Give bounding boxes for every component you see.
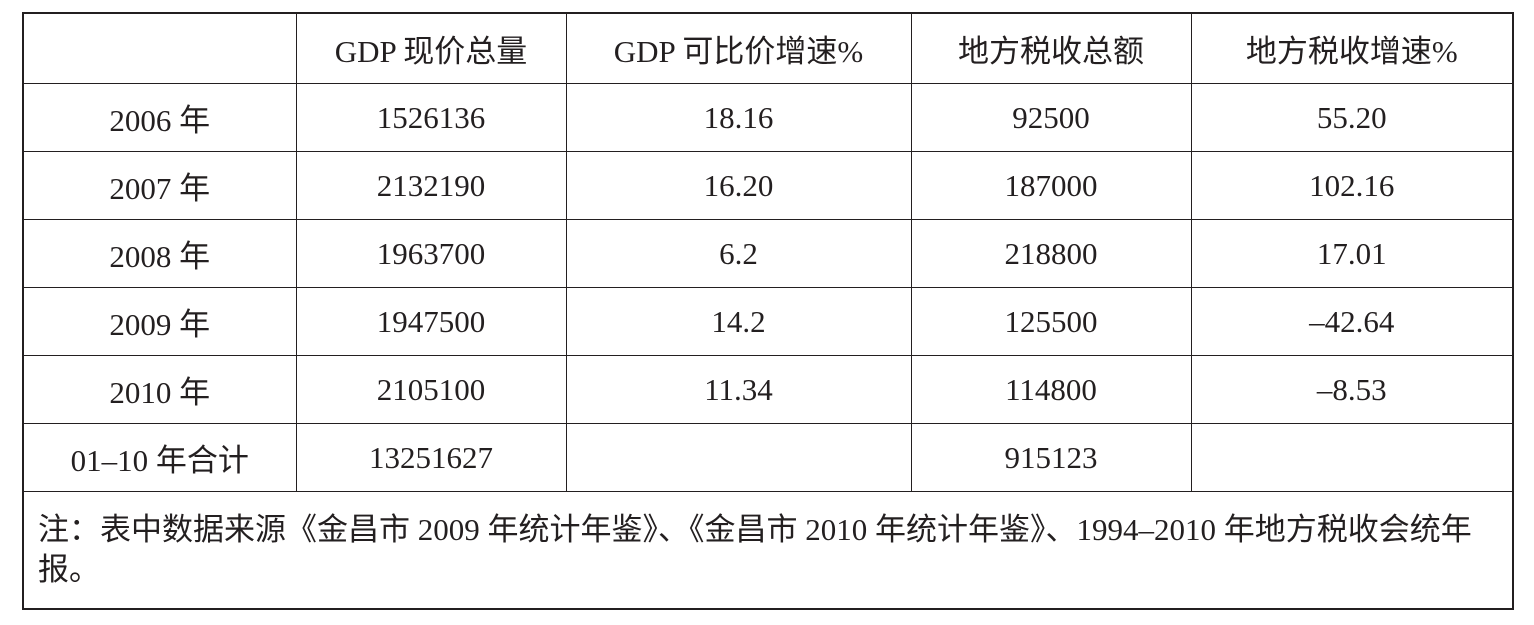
row-label: 2008 年	[22, 219, 297, 288]
data-cell	[1190, 423, 1514, 492]
data-row: 2010 年 2105100 11.34 114800 –8.53	[22, 355, 1514, 424]
data-row: 2009 年 1947500 14.2 125500 –42.64	[22, 287, 1514, 356]
data-cell: 1947500	[295, 287, 567, 356]
data-row: 2007 年 2132190 16.20 187000 102.16	[22, 151, 1514, 220]
data-cell: 13251627	[295, 423, 567, 492]
data-cell: 1526136	[295, 83, 567, 152]
data-cell: 17.01	[1190, 219, 1514, 288]
data-row: 01–10 年合计 13251627 915123	[22, 423, 1514, 492]
note-row: 注：表中数据来源《金昌市 2009 年统计年鉴》、《金昌市 2010 年统计年鉴…	[22, 491, 1514, 610]
data-table: GDP 现价总量 GDP 可比价增速% 地方税收总额 地方税收增速% 2006 年 152…	[22, 12, 1514, 610]
row-label: 01–10 年合计	[22, 423, 297, 492]
row-label: 2006 年	[22, 83, 297, 152]
data-cell: 2132190	[295, 151, 567, 220]
header-cell: 地方税收增速%	[1190, 12, 1514, 84]
data-cell	[565, 423, 912, 492]
row-label: 2009 年	[22, 287, 297, 356]
data-cell: 11.34	[565, 355, 912, 424]
header-cell: 地方税收总额	[910, 12, 1192, 84]
data-cell: 2105100	[295, 355, 567, 424]
data-cell: 16.20	[565, 151, 912, 220]
header-row: GDP 现价总量 GDP 可比价增速% 地方税收总额 地方税收增速%	[22, 12, 1514, 84]
header-cell	[22, 12, 297, 84]
data-cell: 102.16	[1190, 151, 1514, 220]
note: 注：表中数据来源《金昌市 2009 年统计年鉴》、《金昌市 2010 年统计年鉴…	[22, 491, 1514, 610]
data-cell: –42.64	[1190, 287, 1514, 356]
data-row: 2006 年 1526136 18.16 92500 55.20	[22, 83, 1514, 152]
row-label: 2010 年	[22, 355, 297, 424]
row-label: 2007 年	[22, 151, 297, 220]
data-cell: 1963700	[295, 219, 567, 288]
data-cell: 6.2	[565, 219, 912, 288]
data-cell: 55.20	[1190, 83, 1514, 152]
data-row: 2008 年 1963700 6.2 218800 17.01	[22, 219, 1514, 288]
data-cell: 187000	[910, 151, 1192, 220]
header-cell: GDP 现价总量	[295, 12, 567, 84]
data-cell: 915123	[910, 423, 1192, 492]
data-cell: 114800	[910, 355, 1192, 424]
data-cell: 18.16	[565, 83, 912, 152]
header-cell: GDP 可比价增速%	[565, 12, 912, 84]
table-body: GDP 现价总量 GDP 可比价增速% 地方税收总额 地方税收增速% 2006 年 152…	[22, 12, 1514, 610]
data-cell: –8.53	[1190, 355, 1514, 424]
data-cell: 14.2	[565, 287, 912, 356]
data-cell: 92500	[910, 83, 1192, 152]
data-cell: 125500	[910, 287, 1192, 356]
data-cell: 218800	[910, 219, 1192, 288]
